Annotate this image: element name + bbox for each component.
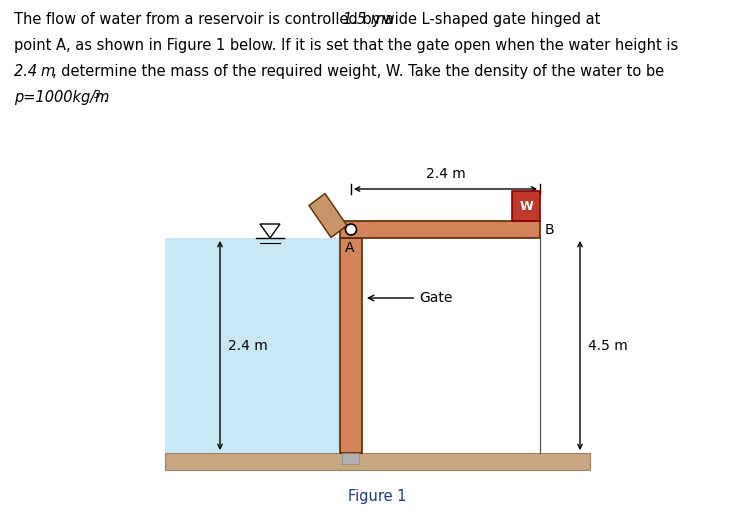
Text: .: . (103, 90, 108, 105)
Text: B: B (545, 222, 554, 236)
Text: W: W (519, 199, 533, 212)
Text: m: m (40, 64, 55, 79)
Text: 2.4 m: 2.4 m (228, 338, 267, 352)
Text: Figure 1: Figure 1 (348, 489, 407, 504)
Polygon shape (309, 194, 347, 238)
Text: p=1000kg/m: p=1000kg/m (14, 90, 109, 105)
Bar (340, 221, 540, 238)
Text: wide L-shaped gate hinged at: wide L-shaped gate hinged at (378, 12, 601, 27)
Bar (342, 453, 359, 464)
Text: 2.4 m: 2.4 m (426, 167, 465, 181)
Bar (340, 238, 362, 453)
Text: , determine the mass of the required weight, W. Take the density of the water to: , determine the mass of the required wei… (52, 64, 664, 79)
Text: Gate: Gate (368, 291, 453, 305)
Text: 1.5 m: 1.5 m (343, 12, 385, 27)
Text: 2.4: 2.4 (14, 64, 42, 79)
Text: point A, as shown in Figure 1 below. If it is set that the gate open when the wa: point A, as shown in Figure 1 below. If … (14, 38, 678, 53)
Text: 4.5 m: 4.5 m (588, 338, 627, 352)
Bar (165, 453, 590, 470)
Bar (165, 238, 340, 453)
Text: The flow of water from a reservoir is controlled by a: The flow of water from a reservoir is co… (14, 12, 398, 27)
Bar (512, 191, 540, 221)
Circle shape (346, 224, 356, 235)
Text: 3: 3 (94, 90, 101, 100)
Text: A: A (345, 241, 355, 255)
